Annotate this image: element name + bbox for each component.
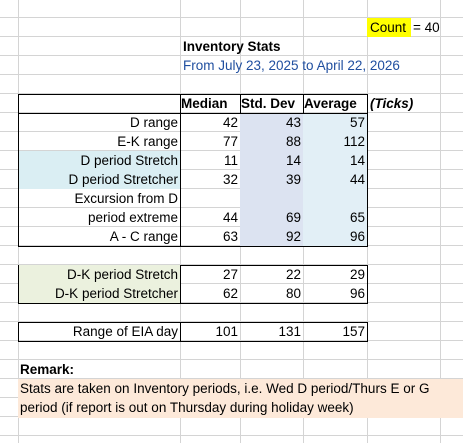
- title: Inventory Stats: [183, 39, 281, 54]
- value-cell: 62: [222, 286, 238, 301]
- value-cell: 42: [222, 115, 238, 130]
- table-border: [18, 94, 368, 247]
- subtitle: From July 23, 2025 to April 22, 2026: [183, 58, 400, 73]
- row-label: D period Stretch: [19, 151, 180, 170]
- row-label: D-K period Stretch: [19, 265, 180, 284]
- table-border: [180, 265, 181, 303]
- row-label: E-K range: [117, 134, 178, 149]
- value-cell: 131: [278, 324, 301, 339]
- row-label: D period Stretcher: [19, 170, 180, 189]
- value-cell: 88: [285, 134, 301, 149]
- value-cell: 22: [285, 267, 301, 282]
- column-header: Std. Dev: [241, 96, 296, 111]
- value-cell: 69: [285, 210, 301, 225]
- grid-line: [440, 0, 441, 443]
- value-cell: 77: [222, 134, 238, 149]
- count-label: Count: [367, 18, 411, 37]
- value-cell: 14: [285, 153, 301, 168]
- value-cell: 14: [349, 153, 365, 168]
- value-cell: 92: [285, 229, 301, 244]
- value-cell: 43: [285, 115, 301, 130]
- value-cell: 32: [222, 172, 238, 187]
- value-cell: 80: [285, 286, 301, 301]
- stddev-shade: [240, 113, 303, 246]
- row-label: D range: [129, 115, 178, 130]
- table-border: [18, 322, 368, 342]
- value-cell: 11: [223, 153, 238, 168]
- remark-background: [18, 379, 463, 418]
- table-border: [18, 265, 368, 304]
- table-border: [303, 94, 304, 113]
- value-cell: 112: [343, 134, 365, 149]
- remark-title: Remark:: [20, 362, 75, 377]
- value-cell: 39: [285, 172, 301, 187]
- value-cell: 44: [222, 210, 238, 225]
- table-border: [180, 94, 181, 246]
- remark-text: Stats are taken on Inventory periods, i.…: [20, 381, 430, 415]
- row-label: Range of EIA day: [72, 324, 178, 339]
- row-label: D-K period Stretcher: [19, 284, 180, 303]
- value-cell: 96: [349, 286, 365, 301]
- units-header: (Ticks): [370, 96, 414, 111]
- table-border: [240, 94, 241, 113]
- table-border: [18, 113, 368, 114]
- value-cell: 29: [349, 267, 365, 282]
- table-border: [180, 322, 181, 341]
- row-label: period extreme: [87, 210, 178, 225]
- value-cell: 157: [342, 324, 365, 339]
- value-cell: 57: [349, 115, 365, 130]
- row-label: A - C range: [109, 229, 178, 244]
- value-cell: 65: [349, 210, 365, 225]
- value-cell: 27: [222, 267, 238, 282]
- value-cell: 63: [222, 229, 238, 244]
- value-cell: 101: [215, 324, 238, 339]
- count-value: = 40: [413, 20, 440, 35]
- value-cell: 44: [349, 172, 365, 187]
- row-label: Excursion from D: [74, 191, 178, 206]
- value-cell: 96: [349, 229, 365, 244]
- average-shade: [303, 113, 367, 246]
- column-header: Average: [304, 96, 357, 111]
- column-header: Median: [181, 96, 228, 111]
